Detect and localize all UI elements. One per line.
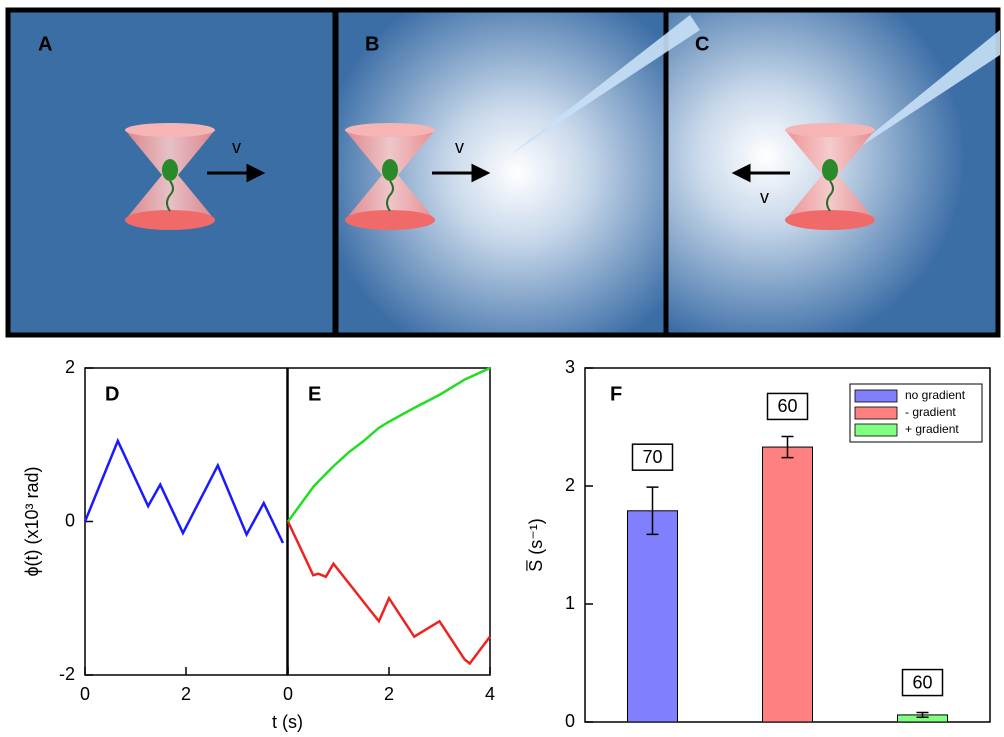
- x-tick-label: 4: [485, 684, 495, 704]
- y-tick-label: 2: [565, 475, 575, 495]
- y-axis-label: S̅ (s⁻¹): [526, 518, 546, 572]
- legend-label: + gradient: [905, 422, 959, 436]
- x-tick-label: 2: [384, 684, 394, 704]
- count-label: 60: [777, 396, 797, 416]
- panel-label: D: [105, 383, 119, 405]
- velocity-label: v: [760, 187, 769, 207]
- illustration: A B C v v v: [8, 10, 1000, 335]
- panel-label: A: [38, 33, 52, 55]
- velocity-label: v: [455, 137, 464, 157]
- y-tick-label: 3: [565, 357, 575, 377]
- figure: A B C v v v 02-202Dϕ(t) (x10³ rad)024Et …: [0, 0, 1004, 737]
- legend-swatch: [855, 390, 897, 402]
- bar: [628, 511, 678, 722]
- panel-label: C: [695, 33, 709, 55]
- data-line: [85, 441, 283, 543]
- legend-swatch: [855, 407, 897, 419]
- legend-swatch: [855, 424, 897, 436]
- y-axis-label: ϕ(t) (x10³ rad): [22, 466, 42, 576]
- plot-frame: [288, 368, 490, 675]
- panel-label: F: [610, 383, 622, 405]
- data-line: [288, 522, 490, 664]
- y-tick-label: 1: [565, 593, 575, 613]
- panel-label: B: [365, 33, 379, 55]
- count-label: 60: [912, 672, 932, 692]
- x-tick-label: 0: [80, 684, 90, 704]
- y-tick-label: 0: [65, 510, 75, 530]
- velocity-label: v: [232, 137, 241, 157]
- y-tick-label: 0: [565, 711, 575, 731]
- x-tick-label: 2: [181, 684, 191, 704]
- y-tick-label: 2: [65, 357, 75, 377]
- bar: [763, 447, 813, 722]
- y-tick-label: -2: [59, 664, 75, 684]
- x-tick-label: 0: [283, 684, 293, 704]
- panel-label: E: [308, 383, 321, 405]
- legend-label: - gradient: [905, 405, 956, 419]
- count-label: 70: [642, 447, 662, 467]
- legend-label: no gradient: [905, 388, 966, 402]
- x-axis-label: t (s): [272, 712, 303, 732]
- plot-frame: [85, 368, 287, 675]
